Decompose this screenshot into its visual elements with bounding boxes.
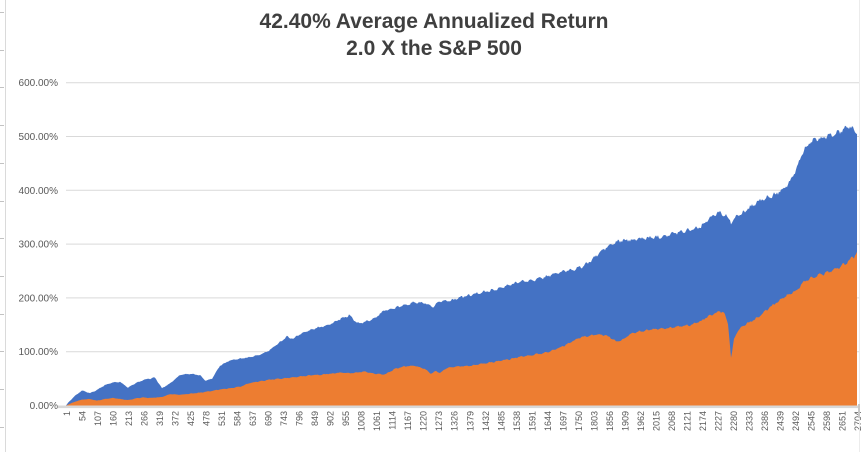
ruler-tick: [0, 351, 4, 353]
x-axis-label: 1803: [589, 411, 599, 431]
y-axis-label: 500.00%: [19, 132, 59, 143]
y-axis-label: 0.00%: [30, 401, 58, 412]
chart-title: 42.40% Average Annualized Return 2.0 X t…: [4, 8, 864, 62]
x-axis-line: [58, 405, 860, 409]
area-series-orange: [66, 251, 857, 406]
ruler-tick: [0, 275, 4, 277]
y-axis-label: 100.00%: [19, 347, 59, 358]
x-axis-label: 2386: [760, 411, 770, 431]
x-axis-label: 2333: [744, 411, 754, 431]
x-axis-label: 637: [248, 411, 258, 426]
x-axis-label: 1: [62, 411, 72, 416]
x-axis-label: 478: [202, 411, 212, 426]
x-axis-label: 1326: [450, 411, 460, 431]
x-axis-label: 2704: [853, 411, 863, 431]
x-axis-label: 1485: [496, 411, 506, 431]
y-axis-label: 600.00%: [19, 78, 59, 89]
left-ruler: [0, 0, 6, 452]
x-axis-label: 531: [217, 411, 227, 426]
x-axis-label: 2598: [822, 411, 832, 431]
x-axis-label: 1432: [481, 411, 491, 431]
x-axis-label: 1114: [388, 411, 398, 430]
x-axis-label: 1644: [543, 411, 553, 431]
y-axis-label: 200.00%: [19, 293, 59, 304]
x-axis-label: 1061: [372, 411, 382, 431]
ruler-tick: [0, 125, 4, 127]
y-axis-label: 400.00%: [19, 186, 59, 197]
x-axis-label: 54: [78, 411, 88, 421]
x-axis-label: 1591: [527, 411, 537, 431]
chart-frame-right-edge-axis-end: [858, 404, 860, 418]
ruler-tick: [0, 12, 4, 13]
x-axis-label: 2174: [698, 411, 708, 431]
x-axis-label: 107: [93, 411, 103, 426]
chart-title-line2: 2.0 X the S&P 500: [346, 37, 522, 60]
x-axis-label: 2651: [838, 411, 848, 431]
x-axis-label: 1273: [434, 411, 444, 431]
x-axis-label: 1167: [403, 411, 413, 430]
x-axis-label: 1697: [558, 411, 568, 431]
x-axis-label: 2068: [667, 411, 677, 431]
ruler-tick: [0, 200, 4, 202]
ruler-tick: [0, 389, 4, 390]
x-axis-label: 1538: [512, 411, 522, 431]
x-axis-label: 690: [264, 411, 274, 426]
x-axis-label: 1750: [574, 411, 584, 431]
x-axis-label: 1856: [605, 411, 615, 431]
x-axis-label: 2439: [776, 411, 786, 431]
x-axis-label: 2121: [682, 411, 692, 431]
chart-title-line1: 42.40% Average Annualized Return: [259, 10, 609, 33]
x-axis-label: 2545: [807, 411, 817, 431]
ruler-tick: [0, 238, 4, 240]
ruler-tick: [0, 87, 4, 89]
ruler-tick: [0, 426, 4, 428]
x-axis-label: 1220: [419, 411, 429, 431]
x-axis-label: 1008: [357, 411, 367, 431]
x-axis-label: 796: [295, 411, 305, 426]
x-axis-label: 584: [233, 411, 243, 426]
y-axis-label: 300.00%: [19, 240, 59, 251]
x-axis-label: 319: [155, 411, 165, 426]
x-axis-label: 160: [109, 411, 119, 426]
x-axis-label: 266: [140, 411, 150, 426]
x-axis-label: 425: [186, 411, 196, 426]
x-axis-label: 2227: [713, 411, 723, 431]
chart-frame-right-edge: [859, 0, 860, 452]
x-axis-label: 372: [171, 411, 181, 426]
x-axis-label: 1962: [636, 411, 646, 431]
x-axis-label: 743: [279, 411, 289, 426]
x-axis-label: 849: [310, 411, 320, 426]
ruler-tick: [0, 313, 4, 315]
ruler-tick: [0, 49, 4, 51]
x-axis-label: 213: [124, 411, 134, 426]
x-axis-label: 902: [326, 411, 336, 426]
x-axis-label: 2492: [791, 411, 801, 431]
x-axis-label: 955: [341, 411, 351, 426]
x-axis-label: 1909: [620, 411, 630, 431]
x-axis-label: 2280: [729, 411, 739, 431]
x-axis-label: 1379: [465, 411, 475, 431]
ruler-tick: [0, 162, 4, 164]
x-axis-label: 2015: [651, 411, 661, 431]
